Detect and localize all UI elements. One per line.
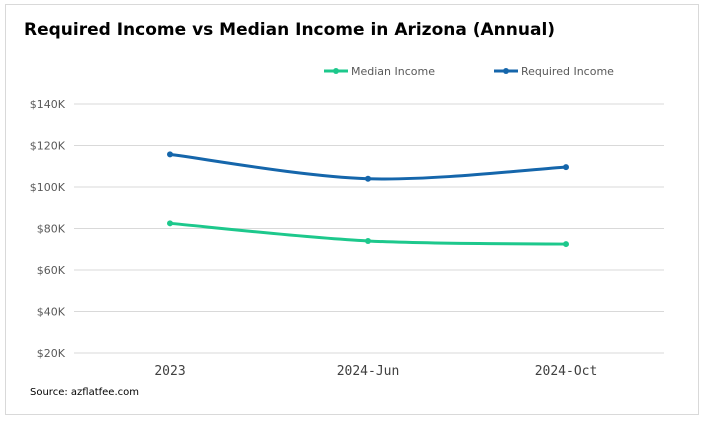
series-lines — [167, 151, 569, 248]
legend: Median Income Required Income — [324, 65, 614, 78]
legend-marker — [333, 68, 339, 74]
data-point — [365, 175, 371, 182]
y-tick-label: $100K — [30, 181, 66, 194]
legend-marker — [503, 68, 509, 74]
series-line-required-income — [168, 152, 568, 181]
gridlines — [74, 103, 664, 354]
data-point — [167, 151, 173, 158]
x-category-label: 2024-Jun — [337, 364, 400, 379]
legend-label: Median Income — [351, 65, 435, 78]
y-tick-label: $60K — [37, 264, 66, 277]
chart-frame — [5, 4, 699, 415]
data-point — [563, 241, 569, 248]
y-tick-label: $20K — [37, 347, 66, 360]
y-axis-ticks: $20K $40K $60K $80K $100K $120K $140K — [30, 98, 66, 360]
x-category-label: 2023 — [154, 364, 185, 379]
data-point — [563, 164, 569, 171]
y-tick-label: $120K — [30, 140, 66, 153]
source-note: Source: azflatfee.com — [30, 387, 139, 398]
y-tick-label: $40K — [37, 306, 66, 319]
x-axis-categories: 2023 2024-Jun 2024-Oct — [154, 364, 597, 379]
legend-label: Required Income — [521, 65, 614, 78]
x-category-label: 2024-Oct — [535, 364, 598, 379]
chart-title: Required Income vs Median Income in Ariz… — [24, 20, 556, 40]
y-tick-label: $80K — [37, 223, 66, 236]
data-point — [365, 237, 371, 244]
data-point — [167, 220, 173, 227]
y-tick-label: $140K — [30, 98, 66, 111]
